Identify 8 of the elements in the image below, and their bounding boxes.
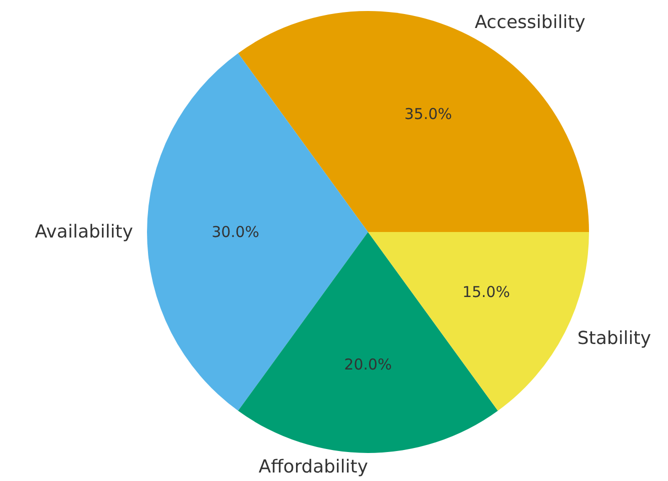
slice-label: Stability [577,328,652,350]
data-label: 35.0% [404,104,452,123]
slice-label: Availability [34,222,134,242]
data-label: 20.0% [344,356,392,374]
data-label: 30.0% [212,223,260,241]
slice-label: Affordability [258,456,368,478]
slice-label: Accessibility [474,12,586,34]
data-label: 15.0% [462,283,510,302]
